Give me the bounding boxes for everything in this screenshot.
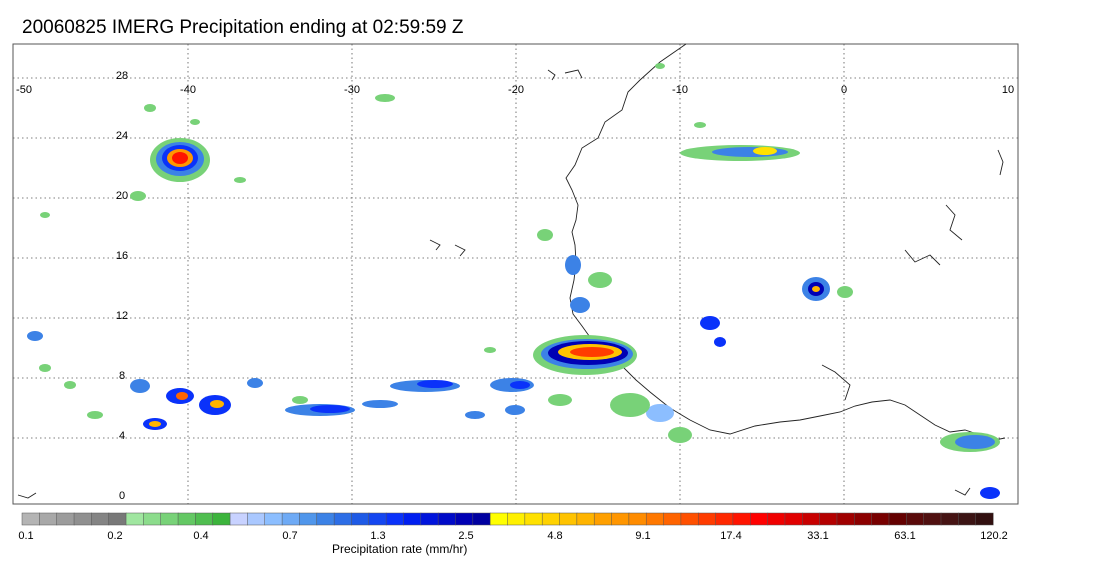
lat-tick: 0 [119, 490, 125, 502]
lon-tick: -50 [16, 84, 32, 96]
colorbar-swatch [697, 512, 717, 526]
latitude-tick-labels: 28 24 20 16 12 8 4 0 [116, 70, 128, 502]
colorbar-swatch [975, 512, 994, 526]
colorbar-swatch [645, 512, 665, 526]
colorbar-swatch [195, 512, 214, 526]
lon-tick: -20 [508, 84, 524, 96]
colorbar-swatch [160, 512, 179, 526]
colorbar-swatch [420, 512, 439, 526]
lon-tick: -40 [180, 84, 196, 96]
lat-tick: 16 [116, 250, 128, 262]
colorbar-tick: 4.8 [547, 530, 563, 542]
colorbar-swatch [385, 512, 405, 526]
colorbar-swatch [212, 512, 231, 526]
colorbar-swatch [489, 512, 509, 526]
colorbar-tick: 9.1 [635, 530, 651, 542]
colorbar-swatch [91, 512, 110, 526]
colorbar-tick: 120.2 [980, 530, 1008, 542]
colorbar-swatch [871, 512, 890, 526]
colorbar-swatch [264, 512, 283, 526]
lon-tick: 0 [841, 84, 847, 96]
lat-tick: 12 [116, 310, 128, 322]
colorbar-tick: 0.7 [282, 530, 298, 542]
colorbar-tick: 1.3 [370, 530, 386, 542]
precipitation-cells [27, 63, 1000, 499]
lat-tick: 4 [119, 430, 125, 442]
lon-tick: -10 [672, 84, 688, 96]
colorbar-swatch [125, 512, 144, 526]
colorbar-swatch [507, 512, 526, 526]
colorbar-swatch [784, 512, 803, 526]
colorbar-swatch [455, 512, 474, 526]
colorbar-label: Precipitation rate (mm/hr) [332, 542, 468, 556]
colorbar-tick: 2.5 [458, 530, 474, 542]
colorbar-swatch [351, 512, 370, 526]
colorbar-swatch [663, 512, 682, 526]
colorbar [21, 512, 994, 526]
lon-tick: 10 [1002, 84, 1014, 96]
colorbar-swatch [229, 512, 248, 526]
colorbar-swatch [368, 512, 387, 526]
colorbar-swatch [56, 512, 75, 526]
colorbar-swatch [143, 512, 162, 526]
colorbar-swatch [958, 512, 977, 526]
colorbar-tick: 0.1 [18, 530, 34, 542]
colorbar-swatch [680, 512, 699, 526]
colorbar-swatch [524, 512, 543, 526]
colorbar-swatch [854, 512, 873, 526]
lat-tick: 28 [116, 70, 128, 82]
colorbar-tick: 17.4 [720, 530, 742, 542]
colorbar-swatch [472, 512, 491, 526]
colorbar-swatch [906, 512, 925, 526]
colorbar-tick: 0.2 [107, 530, 123, 542]
colorbar-swatch [108, 512, 127, 526]
colorbar-swatch [403, 512, 422, 526]
colorbar-swatch [541, 512, 561, 526]
longitude-tick-labels: -50 -40 -30 -20 -10 0 10 [16, 84, 1014, 96]
colorbar-swatch [576, 512, 595, 526]
colorbar-swatch [611, 512, 630, 526]
colorbar-swatch [73, 512, 92, 526]
colorbar-swatch [732, 512, 751, 526]
colorbar-swatch [715, 512, 734, 526]
colorbar-swatch [247, 512, 266, 526]
colorbar-tick: 0.4 [193, 530, 209, 542]
colorbar-swatch [177, 512, 196, 526]
colorbar-swatch [559, 512, 578, 526]
colorbar-swatch [316, 512, 335, 526]
colorbar-tick: 33.1 [807, 530, 829, 542]
colorbar-swatch [923, 512, 942, 526]
colorbar-swatch [39, 512, 58, 526]
colorbar-swatch [767, 512, 786, 526]
colorbar-swatch [281, 512, 300, 526]
colorbar-swatch [819, 512, 838, 526]
colorbar-swatch [593, 512, 613, 526]
colorbar-tick: 63.1 [894, 530, 916, 542]
map-title: 20060825 IMERG Precipitation ending at 0… [22, 17, 464, 38]
colorbar-swatch [888, 512, 907, 526]
colorbar-swatch [750, 512, 769, 526]
map-frame [12, 43, 1019, 505]
colorbar-swatch [333, 512, 352, 526]
colorbar-swatch [299, 512, 318, 526]
colorbar-swatch [940, 512, 959, 526]
colorbar-swatch [628, 512, 647, 526]
lon-tick: -30 [344, 84, 360, 96]
lat-tick: 20 [116, 190, 128, 202]
lat-tick: 8 [119, 370, 125, 382]
colorbar-swatch [437, 512, 457, 526]
lat-tick: 24 [116, 130, 128, 142]
colorbar-swatch [802, 512, 821, 526]
colorbar-swatch [836, 512, 855, 526]
colorbar-swatch [21, 512, 40, 526]
